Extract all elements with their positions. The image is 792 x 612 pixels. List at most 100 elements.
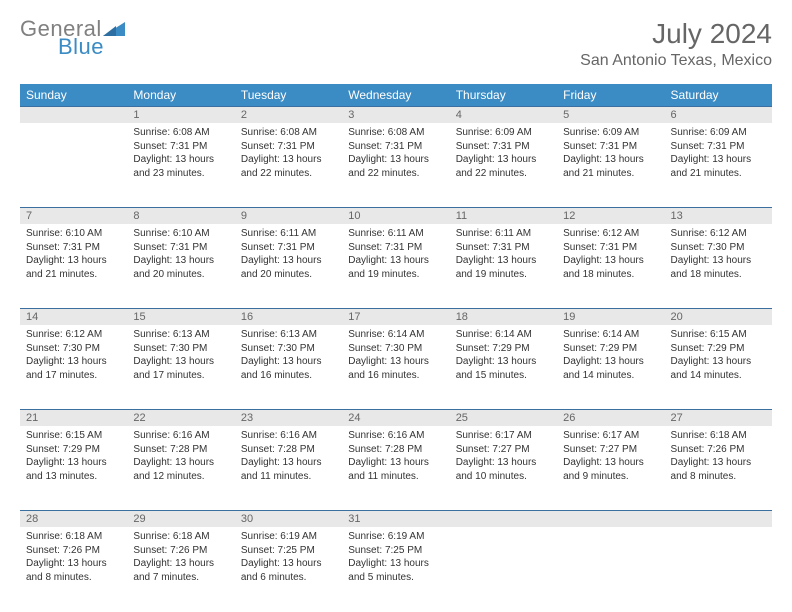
day-detail: Sunrise: 6:16 AM <box>133 429 228 443</box>
calendar-table: SundayMondayTuesdayWednesdayThursdayFrid… <box>20 84 772 611</box>
day-detail: Daylight: 13 hours <box>456 456 551 470</box>
day-number: 27 <box>665 409 772 426</box>
day-cell: Sunrise: 6:10 AMSunset: 7:31 PMDaylight:… <box>127 224 234 308</box>
day-detail: Sunrise: 6:12 AM <box>26 328 121 342</box>
day-detail: Sunset: 7:30 PM <box>26 342 121 356</box>
day-detail: and 22 minutes. <box>348 167 443 181</box>
day-detail: Sunrise: 6:19 AM <box>348 530 443 544</box>
day-number: 24 <box>342 409 449 426</box>
day-number: 3 <box>342 106 449 123</box>
day-detail: Sunrise: 6:17 AM <box>563 429 658 443</box>
day-detail: Sunset: 7:26 PM <box>26 544 121 558</box>
day-cell: Sunrise: 6:11 AMSunset: 7:31 PMDaylight:… <box>342 224 449 308</box>
day-cell: Sunrise: 6:16 AMSunset: 7:28 PMDaylight:… <box>235 426 342 510</box>
daynum-row: 78910111213 <box>20 207 772 224</box>
day-detail: and 21 minutes. <box>563 167 658 181</box>
day-cell: Sunrise: 6:11 AMSunset: 7:31 PMDaylight:… <box>450 224 557 308</box>
day-cell: Sunrise: 6:17 AMSunset: 7:27 PMDaylight:… <box>450 426 557 510</box>
day-detail: Sunrise: 6:08 AM <box>133 126 228 140</box>
day-detail: Daylight: 13 hours <box>26 557 121 571</box>
day-cell: Sunrise: 6:08 AMSunset: 7:31 PMDaylight:… <box>127 123 234 207</box>
day-detail: Sunrise: 6:18 AM <box>671 429 766 443</box>
day-detail: Sunset: 7:28 PM <box>133 443 228 457</box>
day-number: 9 <box>235 207 342 224</box>
day-cell: Sunrise: 6:10 AMSunset: 7:31 PMDaylight:… <box>20 224 127 308</box>
day-detail: Daylight: 13 hours <box>456 153 551 167</box>
day-header: Thursday <box>450 84 557 106</box>
day-detail: and 21 minutes. <box>671 167 766 181</box>
day-cell: Sunrise: 6:16 AMSunset: 7:28 PMDaylight:… <box>342 426 449 510</box>
day-detail: Sunrise: 6:15 AM <box>671 328 766 342</box>
day-cell: Sunrise: 6:15 AMSunset: 7:29 PMDaylight:… <box>20 426 127 510</box>
day-detail: Sunset: 7:26 PM <box>671 443 766 457</box>
day-number: 31 <box>342 510 449 527</box>
day-detail: Sunrise: 6:17 AM <box>456 429 551 443</box>
daynum-row: 21222324252627 <box>20 409 772 426</box>
day-number: 29 <box>127 510 234 527</box>
day-header: Sunday <box>20 84 127 106</box>
day-detail: and 22 minutes. <box>456 167 551 181</box>
day-detail: Sunrise: 6:11 AM <box>456 227 551 241</box>
day-detail: and 21 minutes. <box>26 268 121 282</box>
day-number: 20 <box>665 308 772 325</box>
day-cell: Sunrise: 6:16 AMSunset: 7:28 PMDaylight:… <box>127 426 234 510</box>
day-cell: Sunrise: 6:19 AMSunset: 7:25 PMDaylight:… <box>235 527 342 611</box>
day-number: 8 <box>127 207 234 224</box>
day-number: 13 <box>665 207 772 224</box>
day-detail: and 17 minutes. <box>26 369 121 383</box>
day-cell <box>450 527 557 611</box>
day-detail: Sunrise: 6:09 AM <box>671 126 766 140</box>
day-detail: and 11 minutes. <box>348 470 443 484</box>
day-detail: Daylight: 13 hours <box>348 355 443 369</box>
day-detail: and 11 minutes. <box>241 470 336 484</box>
day-number: 15 <box>127 308 234 325</box>
day-detail: Sunset: 7:31 PM <box>26 241 121 255</box>
day-detail: and 19 minutes. <box>456 268 551 282</box>
day-number: 19 <box>557 308 664 325</box>
day-detail: and 13 minutes. <box>26 470 121 484</box>
day-number: 1 <box>127 106 234 123</box>
day-cell: Sunrise: 6:09 AMSunset: 7:31 PMDaylight:… <box>665 123 772 207</box>
day-detail: Daylight: 13 hours <box>241 254 336 268</box>
day-detail: Sunset: 7:27 PM <box>563 443 658 457</box>
day-cell: Sunrise: 6:15 AMSunset: 7:29 PMDaylight:… <box>665 325 772 409</box>
day-detail: Daylight: 13 hours <box>133 153 228 167</box>
day-detail: Sunrise: 6:08 AM <box>241 126 336 140</box>
day-cell: Sunrise: 6:18 AMSunset: 7:26 PMDaylight:… <box>127 527 234 611</box>
day-detail: and 12 minutes. <box>133 470 228 484</box>
day-detail: Sunset: 7:29 PM <box>563 342 658 356</box>
day-detail: Sunset: 7:31 PM <box>241 241 336 255</box>
day-header: Saturday <box>665 84 772 106</box>
title-block: July 2024 San Antonio Texas, Mexico <box>580 18 772 70</box>
day-cell: Sunrise: 6:12 AMSunset: 7:30 PMDaylight:… <box>20 325 127 409</box>
day-detail: Daylight: 13 hours <box>241 557 336 571</box>
daynum-row: 14151617181920 <box>20 308 772 325</box>
day-detail: and 10 minutes. <box>456 470 551 484</box>
day-detail: Sunrise: 6:16 AM <box>241 429 336 443</box>
day-detail: Sunset: 7:31 PM <box>348 140 443 154</box>
day-number: 4 <box>450 106 557 123</box>
day-detail: Sunrise: 6:12 AM <box>563 227 658 241</box>
day-detail: Daylight: 13 hours <box>563 456 658 470</box>
day-number: 22 <box>127 409 234 426</box>
day-detail: Sunrise: 6:19 AM <box>241 530 336 544</box>
day-number: 16 <box>235 308 342 325</box>
day-detail: Sunrise: 6:15 AM <box>26 429 121 443</box>
day-detail: Sunset: 7:31 PM <box>456 140 551 154</box>
day-number <box>450 510 557 527</box>
day-number: 28 <box>20 510 127 527</box>
day-cell: Sunrise: 6:09 AMSunset: 7:31 PMDaylight:… <box>557 123 664 207</box>
day-detail: Daylight: 13 hours <box>241 153 336 167</box>
day-cell <box>665 527 772 611</box>
day-detail: and 16 minutes. <box>241 369 336 383</box>
day-detail: Sunrise: 6:18 AM <box>133 530 228 544</box>
day-detail: Daylight: 13 hours <box>348 153 443 167</box>
month-title: July 2024 <box>580 18 772 50</box>
day-cell: Sunrise: 6:14 AMSunset: 7:30 PMDaylight:… <box>342 325 449 409</box>
day-detail: Sunset: 7:28 PM <box>241 443 336 457</box>
day-detail: Daylight: 13 hours <box>26 355 121 369</box>
day-number: 5 <box>557 106 664 123</box>
day-detail: and 20 minutes. <box>133 268 228 282</box>
day-number: 30 <box>235 510 342 527</box>
day-number: 2 <box>235 106 342 123</box>
